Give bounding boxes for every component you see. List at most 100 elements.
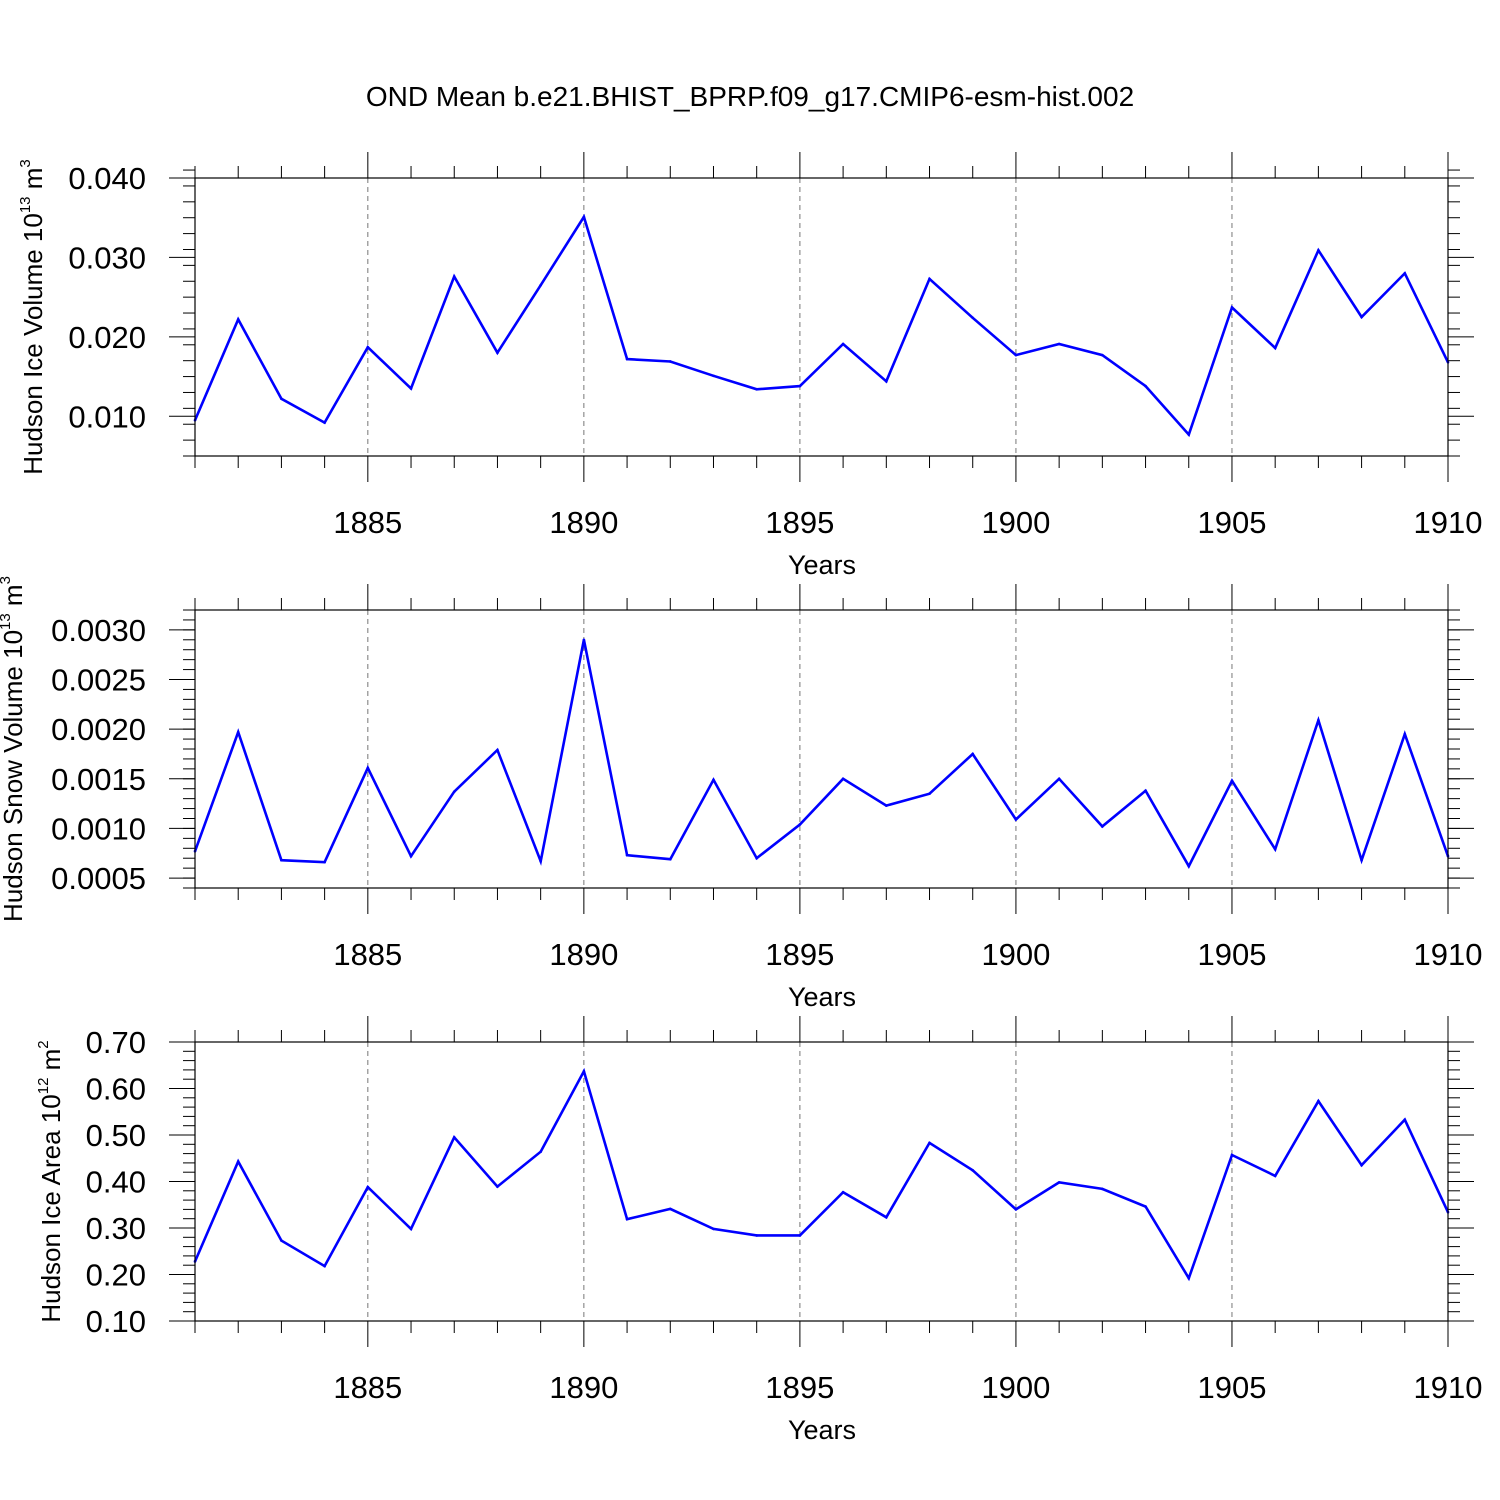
x-axis-label: Years	[788, 550, 856, 580]
plot-frame	[194, 609, 1449, 889]
data-point-1884	[323, 421, 326, 424]
data-point-1904	[1187, 1276, 1191, 1280]
figure-title: OND Mean b.e21.BHIST_BPRP.f09_g17.CMIP6-…	[366, 81, 1134, 112]
data-point-1898	[928, 277, 931, 281]
data-point-1882	[236, 318, 240, 321]
data-point-1891	[625, 1217, 629, 1221]
data-point-1885	[366, 1185, 370, 1189]
data-point-1898	[928, 792, 931, 795]
x-tick-label: 1910	[1414, 937, 1483, 972]
data-point-1907	[1317, 1099, 1320, 1103]
data-point-1903	[1144, 1205, 1147, 1208]
data-point-1901	[1057, 342, 1061, 346]
data-point-1890	[582, 215, 586, 219]
data-point-1895	[798, 1234, 802, 1237]
data-point-1904	[1187, 864, 1191, 868]
x-tick-label: 1905	[1197, 1370, 1266, 1405]
data-point-1902	[1101, 353, 1104, 357]
y-tick-label: 0.030	[68, 240, 146, 275]
y-tick-label: 0.0015	[51, 762, 146, 797]
data-point-1901	[1057, 777, 1061, 781]
data-point-1892	[668, 857, 672, 861]
data-point-1886	[409, 1227, 413, 1231]
data-point-1905	[1230, 306, 1234, 309]
data-point-1893	[712, 1227, 715, 1231]
data-point-1896	[841, 777, 845, 781]
data-point-1889	[539, 859, 542, 863]
chart-panel-2: 1885 1890 1895 1900 1905 1910 0.0005 0.0010 0.00…	[0, 576, 1482, 1012]
y-axis-label: Hudson Snow Volume 1013 m3	[0, 576, 28, 922]
data-point-1898	[928, 1141, 931, 1145]
y-tick-label: 0.0030	[51, 613, 146, 648]
data-point-1884	[323, 1264, 326, 1268]
data-point-1889	[539, 283, 542, 287]
data-point-1900	[1014, 353, 1018, 357]
x-tick-label: 1885	[333, 937, 402, 972]
data-point-1897	[885, 1216, 888, 1219]
data-point-1906	[1273, 847, 1277, 851]
y-axis-label: Hudson Ice Area 1012 m2	[35, 1040, 66, 1322]
data-point-1882	[236, 1160, 240, 1163]
data-series-line	[193, 1067, 1450, 1282]
panels: 1885 1890 1895 1900 1905 1910 0.010 0.020 0.030 0…	[0, 152, 1482, 1445]
y-tick-label: 0.70	[86, 1025, 146, 1060]
data-point-1892	[668, 1207, 672, 1211]
data-point-1889	[539, 1150, 542, 1154]
data-point-1905	[1230, 779, 1234, 783]
plot-frame	[194, 1041, 1449, 1322]
x-tick-label: 1895	[765, 1370, 834, 1405]
x-tick-label: 1890	[549, 505, 618, 540]
x-tick-label: 1900	[981, 505, 1050, 540]
data-point-1887	[452, 275, 456, 278]
data-point-1888	[496, 1185, 499, 1188]
data-point-1907	[1317, 718, 1320, 722]
data-point-1892	[668, 360, 672, 363]
data-point-1899	[971, 752, 975, 756]
data-point-1902	[1101, 1187, 1104, 1191]
data-point-1908	[1360, 315, 1363, 319]
data-point-1890	[582, 1069, 586, 1073]
x-tick-label: 1910	[1414, 1370, 1483, 1405]
data-point-1908	[1360, 858, 1363, 862]
data-point-1883	[280, 858, 283, 862]
data-point-1903	[1144, 789, 1147, 792]
data-point-1900	[1014, 818, 1018, 821]
data-point-1909	[1403, 732, 1407, 736]
data-point-1885	[366, 345, 370, 349]
x-tick-label: 1910	[1414, 505, 1483, 540]
x-tick-label: 1885	[333, 1370, 402, 1405]
data-point-1901	[1057, 1181, 1061, 1184]
plot-frame	[194, 177, 1449, 457]
data-point-1887	[452, 1136, 456, 1139]
y-tick-label: 0.040	[68, 161, 146, 196]
data-point-1900	[1014, 1208, 1018, 1211]
data-point-1887	[452, 790, 456, 793]
y-tick-label: 0.0025	[51, 663, 146, 698]
data-point-1897	[885, 380, 888, 383]
data-point-1905	[1230, 1153, 1234, 1157]
chart-panel-1: 1885 1890 1895 1900 1905 1910 0.010 0.020 0.030 0…	[17, 152, 1482, 580]
data-point-1882	[236, 730, 240, 734]
y-tick-label: 0.30	[86, 1211, 146, 1246]
data-point-1902	[1101, 825, 1104, 828]
data-series-line	[193, 213, 1450, 438]
data-point-1891	[625, 357, 629, 361]
data-point-1897	[885, 804, 888, 807]
y-tick-label: 0.10	[86, 1304, 146, 1339]
data-point-1893	[712, 778, 715, 782]
y-axis-label: Hudson Ice Volume 1013 m3	[17, 159, 48, 475]
y-tick-label: 0.0005	[51, 861, 146, 896]
y-tick-label: 0.60	[86, 1072, 146, 1107]
data-point-1906	[1273, 1174, 1277, 1178]
data-point-1909	[1403, 1118, 1407, 1121]
data-point-1907	[1317, 248, 1320, 252]
y-tick-label: 0.0010	[51, 811, 146, 846]
data-point-1885	[366, 766, 370, 770]
data-point-1895	[798, 823, 802, 826]
data-point-1884	[323, 860, 326, 864]
x-axis-label: Years	[788, 982, 856, 1012]
data-point-1894	[755, 1234, 758, 1237]
data-point-1893	[712, 374, 715, 378]
data-point-1886	[409, 387, 413, 390]
